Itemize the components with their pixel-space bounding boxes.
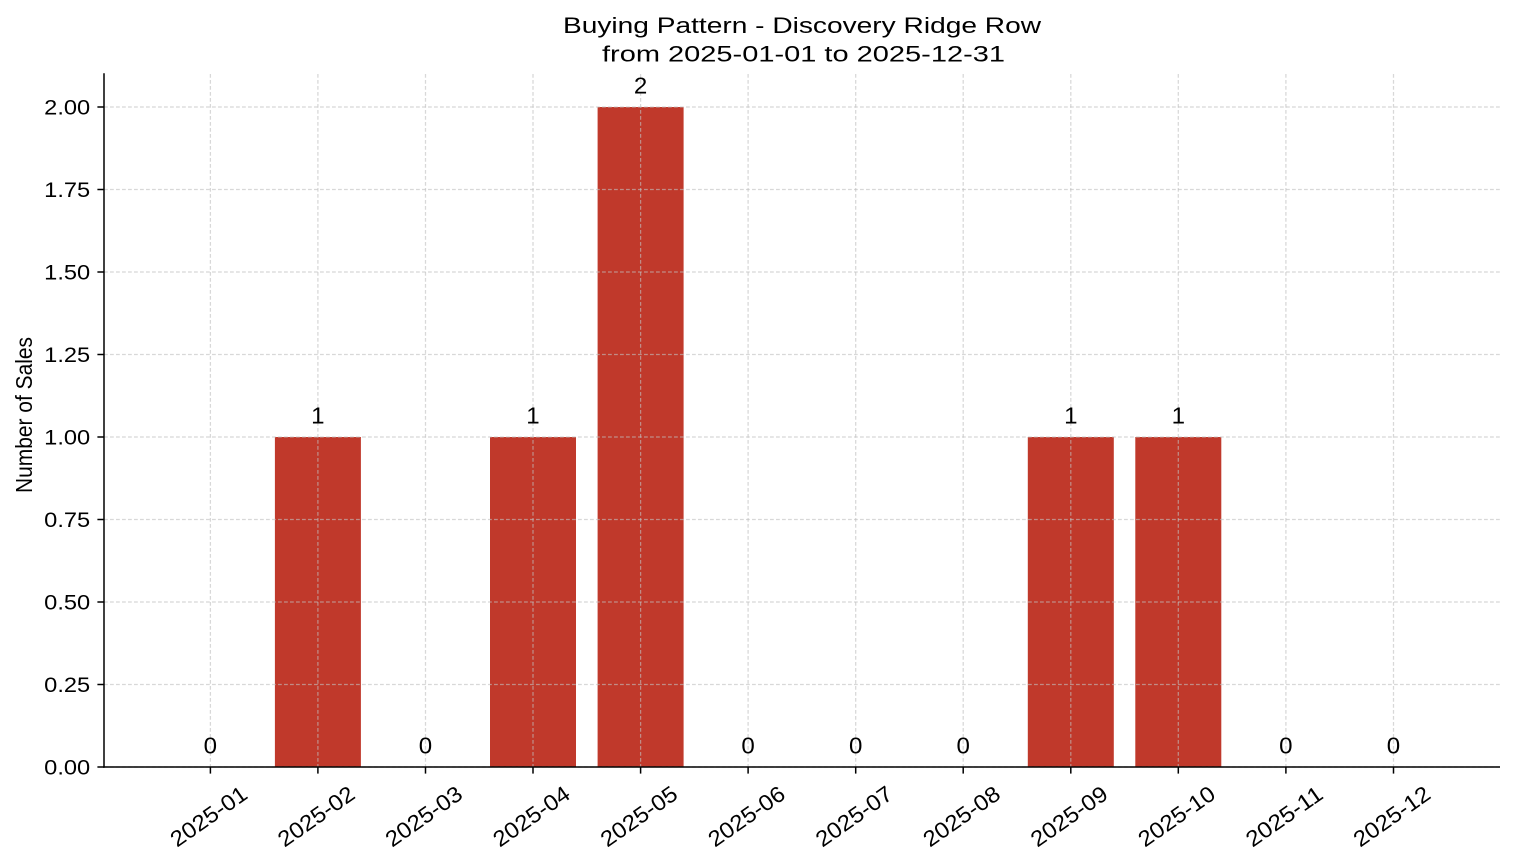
svg-text:2: 2 <box>634 73 647 99</box>
svg-text:2025-05: 2025-05 <box>596 781 682 852</box>
svg-text:from 2025-01-01 to 2025-12-31: from 2025-01-01 to 2025-12-31 <box>602 42 1005 67</box>
svg-text:2025-08: 2025-08 <box>918 781 1004 852</box>
svg-text:0.25: 0.25 <box>44 673 90 697</box>
svg-text:1: 1 <box>1064 403 1077 429</box>
svg-text:1.50: 1.50 <box>44 261 90 285</box>
svg-text:0: 0 <box>204 733 217 759</box>
svg-text:2025-06: 2025-06 <box>703 781 789 852</box>
svg-text:0: 0 <box>419 733 432 759</box>
svg-text:2025-01: 2025-01 <box>166 781 252 852</box>
svg-text:1: 1 <box>311 403 324 429</box>
svg-text:2025-09: 2025-09 <box>1026 781 1112 852</box>
svg-text:0: 0 <box>1387 733 1400 759</box>
svg-text:1: 1 <box>1172 403 1185 429</box>
svg-text:2025-02: 2025-02 <box>273 781 359 852</box>
svg-text:1: 1 <box>526 403 539 429</box>
svg-text:2025-12: 2025-12 <box>1349 781 1435 852</box>
svg-text:0.50: 0.50 <box>44 591 90 615</box>
svg-text:0: 0 <box>741 733 754 759</box>
svg-text:Buying Pattern - Discovery Rid: Buying Pattern - Discovery Ridge Row <box>563 13 1042 38</box>
svg-text:0: 0 <box>849 733 862 759</box>
svg-text:Number of Sales: Number of Sales <box>11 337 37 493</box>
svg-text:2.00: 2.00 <box>44 96 90 120</box>
svg-text:1.75: 1.75 <box>44 178 90 202</box>
svg-text:1.25: 1.25 <box>44 343 90 367</box>
svg-text:1.00: 1.00 <box>44 426 90 450</box>
svg-text:2025-03: 2025-03 <box>381 781 467 852</box>
svg-text:0.00: 0.00 <box>44 756 90 780</box>
svg-text:0: 0 <box>957 733 970 759</box>
svg-text:0: 0 <box>1279 733 1292 759</box>
svg-text:2025-07: 2025-07 <box>811 781 897 852</box>
svg-text:0.75: 0.75 <box>44 508 90 532</box>
svg-text:2025-11: 2025-11 <box>1241 781 1327 852</box>
svg-text:2025-04: 2025-04 <box>488 781 574 852</box>
svg-text:2025-10: 2025-10 <box>1133 781 1219 852</box>
